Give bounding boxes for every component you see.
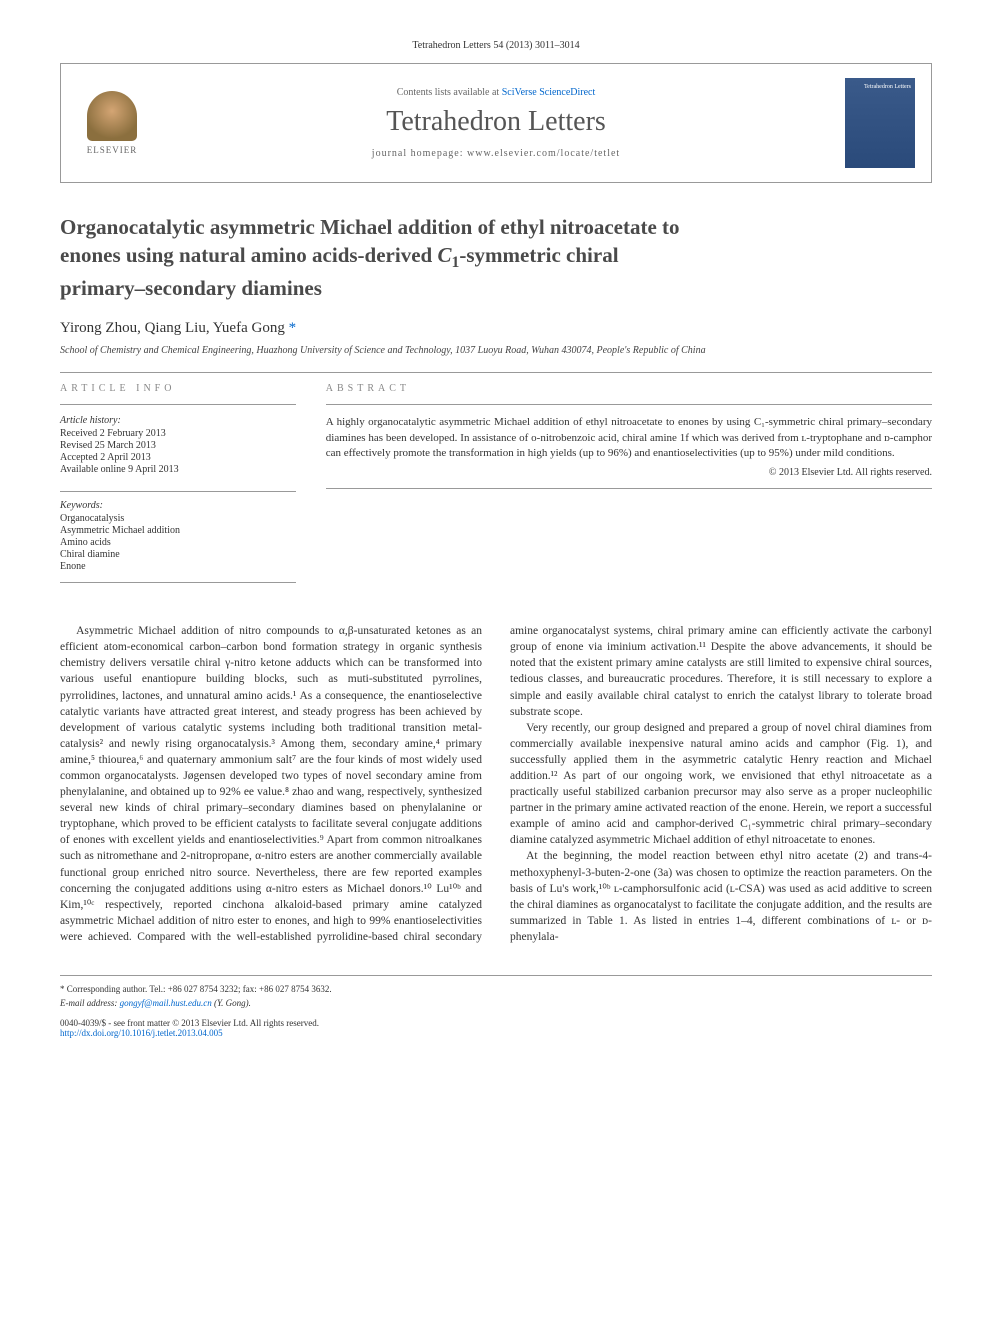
- header-center: Contents lists available at SciVerse Sci…: [167, 87, 825, 159]
- journal-cover-thumbnail[interactable]: [845, 78, 915, 168]
- homepage-prefix: journal homepage:: [372, 148, 467, 159]
- article-title: Organocatalytic asymmetric Michael addit…: [60, 213, 932, 302]
- title-line3: primary–secondary diamines: [60, 276, 322, 300]
- article-info-heading: ARTICLE INFO: [60, 383, 296, 394]
- received-line: Received 2 February 2013: [60, 428, 296, 439]
- journal-header: ELSEVIER Contents lists available at Sci…: [60, 63, 932, 183]
- keyword: Amino acids: [60, 537, 296, 548]
- title-line2-suffix: -symmetric chiral: [459, 243, 618, 267]
- divider-abstract: [326, 404, 932, 405]
- journal-citation: Tetrahedron Letters 54 (2013) 3011–3014: [60, 40, 932, 51]
- body-para-3: At the beginning, the model reaction bet…: [510, 848, 932, 945]
- author-list: Yirong Zhou, Qiang Liu, Yuefa Gong: [60, 320, 289, 336]
- title-ital: C: [437, 243, 451, 267]
- elsevier-logo[interactable]: ELSEVIER: [77, 83, 147, 163]
- elsevier-tree-icon: [87, 91, 137, 141]
- homepage-url[interactable]: www.elsevier.com/locate/tetlet: [467, 148, 620, 159]
- doi-line[interactable]: http://dx.doi.org/10.1016/j.tetlet.2013.…: [60, 1028, 479, 1038]
- revised-line: Revised 25 March 2013: [60, 440, 296, 451]
- contents-prefix: Contents lists available at: [397, 87, 502, 98]
- elsevier-label: ELSEVIER: [87, 145, 138, 155]
- article-info: ARTICLE INFO Article history: Received 2…: [60, 383, 296, 593]
- abstract-copyright: © 2013 Elsevier Ltd. All rights reserved…: [326, 467, 932, 478]
- keyword: Chiral diamine: [60, 549, 296, 560]
- abstract-heading: ABSTRACT: [326, 383, 932, 394]
- affiliation: School of Chemistry and Chemical Enginee…: [60, 345, 932, 356]
- body-para-2: Very recently, our group designed and pr…: [510, 720, 932, 849]
- journal-name: Tetrahedron Letters: [167, 106, 825, 138]
- divider-abstract-bottom: [326, 488, 932, 489]
- title-line2-prefix: enones using natural amino acids-derived: [60, 243, 437, 267]
- journal-homepage: journal homepage: www.elsevier.com/locat…: [167, 148, 825, 159]
- body-text: Asymmetric Michael addition of nitro com…: [60, 623, 932, 945]
- keyword: Asymmetric Michael addition: [60, 525, 296, 536]
- history-label: Article history:: [60, 415, 296, 426]
- divider-top: [60, 372, 932, 373]
- issn-line: 0040-4039/$ - see front matter © 2013 El…: [60, 1018, 479, 1028]
- divider-info: [60, 404, 296, 405]
- available-line: Available online 9 April 2013: [60, 464, 296, 475]
- title-line1: Organocatalytic asymmetric Michael addit…: [60, 215, 680, 239]
- email-note: E-mail address: gongyf@mail.hust.edu.cn …: [60, 998, 479, 1008]
- info-abstract-row: ARTICLE INFO Article history: Received 2…: [60, 383, 932, 593]
- authors: Yirong Zhou, Qiang Liu, Yuefa Gong *: [60, 320, 932, 337]
- footer: * Corresponding author. Tel.: +86 027 87…: [60, 975, 932, 1038]
- keywords-block: Keywords: Organocatalysis Asymmetric Mic…: [60, 491, 296, 572]
- doi-link[interactable]: http://dx.doi.org/10.1016/j.tetlet.2013.…: [60, 1028, 223, 1038]
- footer-left: * Corresponding author. Tel.: +86 027 87…: [60, 984, 479, 1038]
- accepted-line: Accepted 2 April 2013: [60, 452, 296, 463]
- keyword: Enone: [60, 561, 296, 572]
- keywords-label: Keywords:: [60, 500, 296, 511]
- abstract-text: A highly organocatalytic asymmetric Mich…: [326, 415, 932, 461]
- email-suffix: (Y. Gong).: [212, 998, 251, 1008]
- contents-line: Contents lists available at SciVerse Sci…: [167, 87, 825, 98]
- sciencedirect-link[interactable]: SciVerse ScienceDirect: [502, 87, 596, 98]
- email-label: E-mail address:: [60, 998, 120, 1008]
- keyword: Organocatalysis: [60, 513, 296, 524]
- corresponding-author-mark[interactable]: *: [289, 320, 297, 336]
- corresponding-note: * Corresponding author. Tel.: +86 027 87…: [60, 984, 479, 994]
- email-link[interactable]: gongyf@mail.hust.edu.cn: [120, 998, 212, 1008]
- abstract-block: ABSTRACT A highly organocatalytic asymme…: [326, 383, 932, 593]
- divider-keywords: [60, 582, 296, 583]
